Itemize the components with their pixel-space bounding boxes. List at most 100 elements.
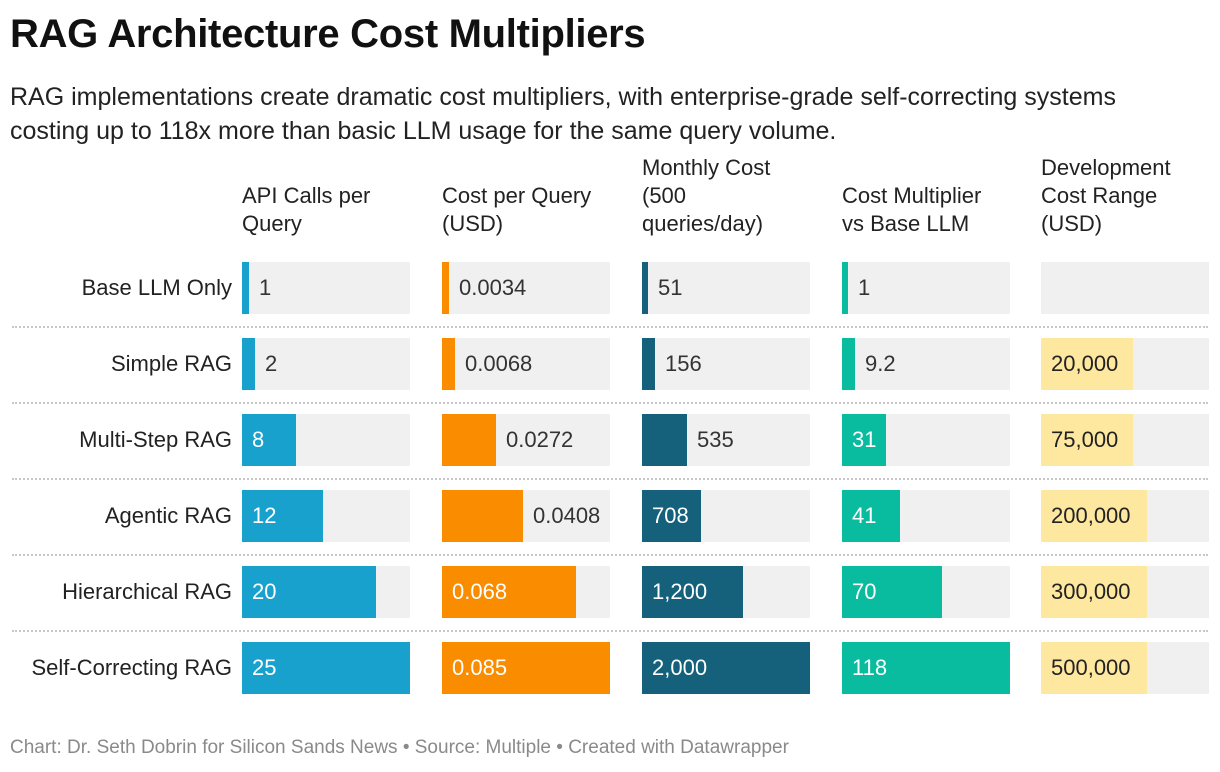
column-header: Monthly Cost (500 queries/day): [642, 155, 802, 238]
data-label: 0.0034: [459, 275, 527, 300]
column-header: Cost Multiplier vs Base LLM: [842, 160, 1007, 238]
data-label: 1,200: [652, 579, 708, 604]
data-label: 2,000: [652, 655, 708, 680]
table-cell: 300,000: [1041, 566, 1209, 618]
data-bar: [442, 262, 449, 314]
data-bar: [642, 566, 743, 618]
data-bar: [842, 338, 855, 390]
column-header-text: Cost per Query (USD): [442, 183, 592, 236]
data-label: 200,000: [1051, 503, 1131, 528]
data-bar: [842, 642, 1010, 694]
data-label: 12: [252, 503, 277, 528]
data-bar: [242, 414, 296, 466]
data-bar: [1041, 338, 1133, 390]
data-label: 31: [852, 427, 877, 452]
data-label: 0.0408: [533, 503, 601, 528]
data-bar: [642, 642, 810, 694]
data-bar: [442, 642, 610, 694]
table-cell: 31: [842, 414, 1010, 466]
data-label: 75,000: [1051, 427, 1119, 452]
data-label: 20,000: [1051, 351, 1119, 376]
table-cell: 8: [242, 414, 410, 466]
data-bar: [1041, 490, 1147, 542]
data-label: 2: [265, 351, 278, 376]
data-bar: [242, 338, 255, 390]
table-cell: 500,000: [1041, 642, 1209, 694]
row-label: Base LLM Only: [81, 275, 232, 300]
data-bar: [442, 566, 576, 618]
table-cell: 1: [242, 262, 410, 314]
column-header-text: API Calls per Query: [242, 183, 371, 236]
table-cell: 200,000: [1041, 490, 1209, 542]
data-bar: [442, 338, 455, 390]
column-header: Cost per Query (USD): [442, 160, 612, 238]
data-bar: [842, 414, 886, 466]
data-label: 20: [252, 579, 277, 604]
data-label: 9.2: [865, 351, 896, 376]
data-label: 300,000: [1051, 579, 1131, 604]
table-cell: 156: [642, 338, 810, 390]
table-cell: 535: [642, 414, 810, 466]
table-cell: 12: [242, 490, 410, 542]
row-divider: [12, 402, 1208, 404]
table-cell: 0.0408: [442, 490, 610, 542]
data-bar: [242, 566, 376, 618]
row-divider: [12, 554, 1208, 556]
table-cell: 2,000: [642, 642, 810, 694]
column-header: Development Cost Range (USD): [1041, 155, 1201, 238]
data-bar: [642, 490, 701, 542]
table-cell: 70: [842, 566, 1010, 618]
data-bar: [1041, 566, 1147, 618]
table-cell: 1: [842, 262, 1010, 314]
table-cell: 20,000: [1041, 338, 1209, 390]
table-cell: 51: [642, 262, 810, 314]
data-bar: [242, 490, 323, 542]
data-label: 1: [858, 275, 871, 300]
table-cell: 25: [242, 642, 410, 694]
data-bar: [842, 262, 848, 314]
data-label: 25: [252, 655, 277, 680]
row-divider: [12, 326, 1208, 328]
data-label: 118: [852, 655, 888, 680]
table-cell: 0.0068: [442, 338, 610, 390]
row-label: Self-Correcting RAG: [31, 655, 232, 680]
data-bar: [242, 262, 249, 314]
table-cell: 0.0034: [442, 262, 610, 314]
table-cell: 0.068: [442, 566, 610, 618]
data-label: 500,000: [1051, 655, 1131, 680]
data-bar: [242, 642, 410, 694]
table-cell: 9.2: [842, 338, 1010, 390]
row-label: Multi-Step RAG: [79, 427, 232, 452]
table-cell: 708: [642, 490, 810, 542]
column-header: API Calls per Query: [242, 160, 392, 238]
data-label: 1: [259, 275, 272, 300]
data-label: 0.0068: [465, 351, 533, 376]
row-label: Simple RAG: [110, 351, 232, 376]
data-label: 8: [252, 427, 265, 452]
chart-footer: Chart: Dr. Seth Dobrin for Silicon Sands…: [10, 737, 789, 758]
data-bar: [442, 490, 523, 542]
data-bar: [442, 414, 496, 466]
column-header-text: Monthly Cost (500 queries/day): [642, 155, 771, 236]
data-bar: [1041, 642, 1147, 694]
data-bar: [642, 414, 687, 466]
data-label: 0.0272: [506, 427, 574, 452]
table-cell: [1041, 262, 1209, 314]
table-cell: 41: [842, 490, 1010, 542]
column-header-text: Development Cost Range (USD): [1041, 155, 1171, 236]
data-label: 41: [852, 503, 877, 528]
data-bar: [642, 262, 648, 314]
row-divider: [12, 478, 1208, 480]
row-divider: [12, 630, 1208, 632]
table-cell: 1,200: [642, 566, 810, 618]
table-cell: 0.0272: [442, 414, 610, 466]
chart-subtitle: RAG implementations create dramatic cost…: [10, 83, 1116, 145]
column-header-text: Cost Multiplier vs Base LLM: [842, 183, 982, 236]
data-label: 708: [652, 503, 689, 528]
data-label: 156: [665, 351, 702, 376]
data-bar: [842, 490, 900, 542]
data-label: 70: [852, 579, 877, 604]
data-label: 51: [658, 275, 683, 300]
data-bar: [642, 338, 655, 390]
table-cell: 20: [242, 566, 410, 618]
